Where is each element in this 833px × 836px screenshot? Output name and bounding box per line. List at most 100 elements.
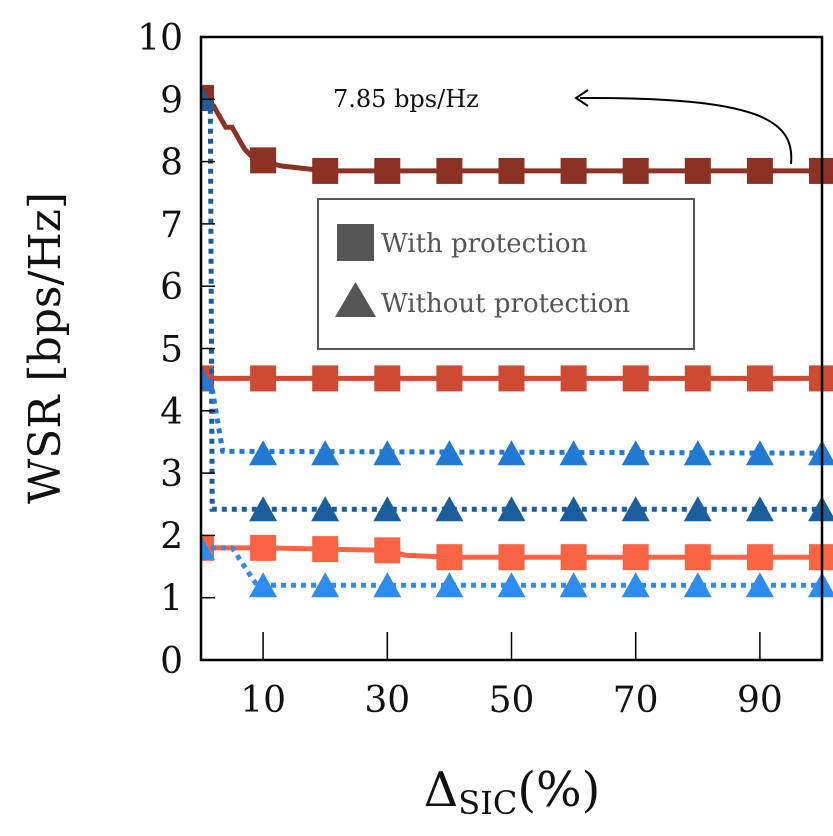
- triangle-marker: [497, 572, 526, 598]
- square-marker: [746, 157, 773, 184]
- triangle-marker: [311, 440, 340, 466]
- triangle-marker: [683, 440, 712, 466]
- triangle-marker: [745, 572, 774, 598]
- series-3: [201, 534, 833, 571]
- legend-box: [317, 198, 695, 350]
- plot-frame: [199, 35, 824, 662]
- square-marker: [746, 365, 773, 392]
- triangle-marker: [249, 496, 278, 522]
- square-marker: [436, 157, 463, 184]
- square-marker: [374, 365, 401, 392]
- square-marker: [436, 544, 463, 571]
- square-marker: [622, 157, 649, 184]
- annotation-arrow: [579, 96, 793, 165]
- square-marker: [312, 536, 339, 563]
- triangle-marker: [745, 440, 774, 466]
- triangle-marker: [435, 572, 464, 598]
- triangle-marker: [559, 440, 588, 466]
- y-tick-label: 6: [160, 267, 183, 308]
- y-tick-label: 0: [160, 641, 183, 682]
- y-tick-label: 7: [160, 205, 183, 246]
- triangle-marker: [683, 496, 712, 522]
- square-marker: [250, 147, 277, 174]
- triangle-marker: [311, 496, 340, 522]
- square-marker: [746, 544, 773, 571]
- triangle-marker: [201, 365, 215, 391]
- annotation: 7.85 bps/Hz: [333, 85, 793, 165]
- triangle-marker: [435, 496, 464, 522]
- x-tick-label: 10: [240, 680, 286, 721]
- series-line: [201, 545, 822, 588]
- triangle-marker: [201, 85, 215, 111]
- x-axis-title-sub: SIC: [458, 784, 517, 822]
- series-6: [201, 534, 833, 598]
- square-marker: [374, 537, 401, 564]
- triangle-marker: [497, 440, 526, 466]
- series-1: [201, 85, 833, 184]
- y-axis-ticks: 0 1 2 3 4 5 6 7 8 9 10: [137, 18, 215, 682]
- triangle-marker: [745, 496, 774, 522]
- triangle-marker: [808, 440, 833, 466]
- annotation-arrowhead: [574, 89, 589, 107]
- triangle-marker: [683, 572, 712, 598]
- series-2: [201, 365, 833, 392]
- square-marker: [436, 365, 463, 392]
- square-marker: [312, 365, 339, 392]
- y-tick-label: 5: [160, 330, 183, 371]
- triangle-marker: [311, 572, 340, 598]
- triangle-marker: [621, 440, 650, 466]
- square-marker: [498, 365, 525, 392]
- x-tick-label: 50: [489, 680, 535, 721]
- triangle-marker: [808, 572, 833, 598]
- triangle-marker: [559, 496, 588, 522]
- y-tick-label: 10: [137, 18, 183, 59]
- y-tick-label: 2: [160, 516, 183, 557]
- triangle-marker: [559, 572, 588, 598]
- series-5: [201, 365, 833, 466]
- square-marker: [250, 534, 277, 561]
- x-axis-title-unit: (%): [517, 762, 600, 818]
- square-marker: [622, 365, 649, 392]
- square-marker: [684, 544, 711, 571]
- x-tick-label: 90: [737, 680, 783, 721]
- triangle-marker: [621, 572, 650, 598]
- square-marker: [250, 365, 277, 392]
- x-tick-label: 30: [364, 680, 410, 721]
- square-marker: [684, 365, 711, 392]
- x-axis-title: ΔSIC(%): [424, 762, 601, 822]
- series-layer: [201, 85, 833, 598]
- legend: With protection Without protection: [317, 198, 695, 350]
- square-marker: [560, 544, 587, 571]
- legend-triangle-marker: [335, 282, 376, 317]
- y-tick-label: 4: [160, 392, 183, 433]
- square-marker: [560, 365, 587, 392]
- legend-label-without-protection: Without protection: [381, 289, 630, 319]
- y-tick-label: 8: [160, 143, 183, 184]
- triangle-marker: [201, 534, 215, 560]
- triangle-marker: [621, 496, 650, 522]
- y-tick-label: 9: [160, 80, 183, 121]
- legend-square-marker: [337, 224, 374, 261]
- triangle-marker: [808, 496, 833, 522]
- square-marker: [374, 157, 401, 184]
- triangle-marker: [373, 572, 402, 598]
- series-4: [201, 85, 833, 522]
- square-marker: [312, 157, 339, 184]
- square-marker: [622, 544, 649, 571]
- y-tick-label: 1: [160, 579, 183, 620]
- x-axis-ticks: 10 30 50 70 90: [240, 632, 783, 721]
- square-marker: [560, 157, 587, 184]
- triangle-marker: [249, 440, 278, 466]
- square-marker: [498, 157, 525, 184]
- annotation-label: 7.85 bps/Hz: [333, 85, 479, 113]
- triangle-marker: [435, 440, 464, 466]
- x-tick-label: 70: [613, 680, 659, 721]
- square-marker: [498, 544, 525, 571]
- y-axis-title: WSR [bps/Hz]: [20, 192, 71, 504]
- triangle-marker: [249, 572, 278, 598]
- triangle-marker: [373, 440, 402, 466]
- triangle-marker: [497, 496, 526, 522]
- x-axis-title-main: Δ: [424, 762, 459, 818]
- square-marker: [684, 157, 711, 184]
